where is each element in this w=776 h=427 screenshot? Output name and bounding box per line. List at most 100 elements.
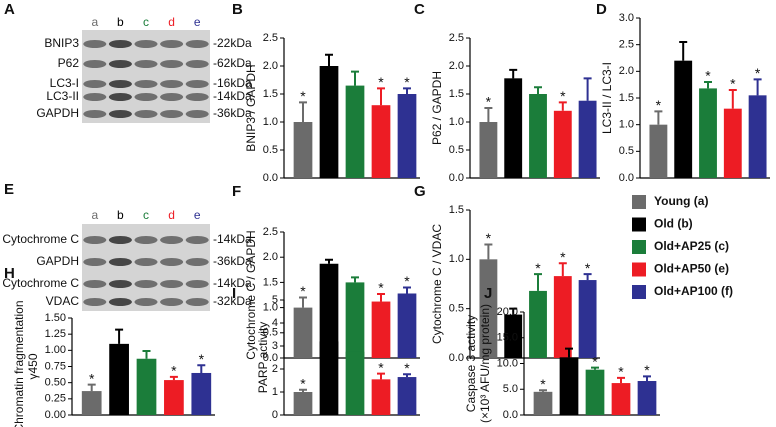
bar: [345, 351, 365, 415]
legend-label: Old (b): [654, 217, 693, 231]
y-tick-label: 0.0: [503, 409, 518, 421]
band-size: -32kDa: [213, 294, 252, 308]
significance-mark: *: [618, 364, 624, 380]
y-tick-label: 1.5: [263, 276, 278, 288]
band-label: GAPDH: [36, 106, 79, 120]
panel-letter: D: [596, 1, 607, 18]
bar: [637, 381, 657, 415]
y-tick-label: 0.5: [449, 144, 464, 156]
y-tick-label: 0.0: [263, 352, 278, 364]
band-size: -16kDa: [213, 76, 252, 90]
band: [160, 80, 184, 88]
bar: [397, 293, 417, 358]
y-tick-label: 0.5: [263, 327, 278, 339]
band: [83, 80, 107, 88]
bar: [529, 94, 547, 178]
legend-label: Old+AP25 (c): [654, 239, 729, 253]
y-tick-label: 3.0: [619, 12, 634, 24]
band: [83, 60, 107, 68]
band-label: LC3-I: [50, 76, 79, 90]
error-bar: [299, 101, 307, 122]
y-tick-label: 1.5: [449, 88, 464, 100]
bar: [136, 358, 157, 415]
error-bar: [484, 243, 493, 260]
band: [185, 80, 209, 88]
y-tick-label: 15.0: [497, 332, 518, 344]
error-bar: [539, 389, 547, 392]
y-tick-label: 0.5: [449, 303, 464, 315]
error-bar: [484, 107, 493, 122]
band: [185, 258, 209, 266]
bar: [191, 372, 212, 415]
lane-label: a: [91, 15, 98, 29]
y-tick-label: 2: [272, 363, 278, 375]
significance-mark: *: [378, 359, 384, 375]
y-tick-label: 0.0: [619, 172, 634, 184]
error-bar: [351, 276, 359, 283]
bar: [723, 108, 742, 178]
y-tick-label: 1.0: [619, 119, 634, 131]
band: [134, 280, 158, 288]
error-bar: [654, 110, 663, 125]
bar: [529, 290, 547, 358]
band: [108, 80, 132, 88]
lane-label: b: [117, 15, 124, 29]
band: [83, 280, 107, 288]
band-size: -14kDa: [213, 276, 252, 290]
bar: [578, 280, 597, 358]
error-bar: [299, 296, 307, 308]
y-tick-label: 20.0: [497, 306, 518, 318]
error-bar: [558, 262, 567, 277]
bar: [319, 66, 339, 178]
bar: [293, 392, 313, 415]
y-axis-label: Chromatin fragmentation: [12, 300, 26, 427]
significance-mark: *: [300, 283, 306, 299]
bar: [553, 110, 572, 178]
legend-swatch: [632, 240, 646, 254]
bar: [345, 85, 365, 178]
error-bar: [753, 78, 762, 96]
error-bar: [115, 328, 124, 344]
significance-mark: *: [585, 260, 591, 276]
lane-label: e: [194, 208, 201, 222]
y-axis-label: Cytochrome C / VDAC: [430, 224, 444, 344]
band: [108, 236, 132, 244]
error-bar: [728, 89, 737, 109]
significance-mark: *: [199, 351, 205, 367]
y-tick-label: 0.50: [45, 377, 66, 389]
bar: [345, 282, 365, 358]
y-tick-label: 1.50: [45, 312, 66, 324]
band: [108, 110, 132, 118]
bar: [559, 357, 579, 415]
band: [185, 110, 209, 118]
y-tick-label: 2.0: [263, 60, 278, 72]
bar: [504, 314, 523, 358]
error-bar: [534, 273, 542, 291]
y-tick-label: 0.75: [45, 360, 66, 372]
bar: [578, 100, 597, 178]
band-size: -22kDa: [213, 36, 252, 50]
band: [185, 40, 209, 48]
error-bar: [377, 372, 385, 380]
significance-mark: *: [560, 88, 566, 104]
significance-mark: *: [730, 76, 736, 92]
band: [134, 93, 158, 101]
band: [83, 110, 107, 118]
bar: [397, 94, 417, 178]
bar: [699, 88, 717, 178]
band-size: -62kDa: [213, 56, 252, 70]
band: [108, 60, 132, 68]
error-bar: [377, 292, 385, 302]
y-tick-label: 0.5: [263, 144, 278, 156]
y-tick-label: 0.0: [449, 352, 464, 364]
y-tick-label: 1.5: [619, 92, 634, 104]
band: [83, 236, 107, 244]
bar: [748, 95, 767, 178]
band: [134, 60, 158, 68]
y-axis-label: (×10³ AFU/mg protein): [478, 304, 492, 423]
y-tick-label: 0.0: [449, 172, 464, 184]
y-tick-label: 0.0: [263, 172, 278, 184]
significance-mark: *: [705, 68, 711, 84]
bar: [371, 105, 391, 178]
error-bar: [509, 68, 518, 79]
